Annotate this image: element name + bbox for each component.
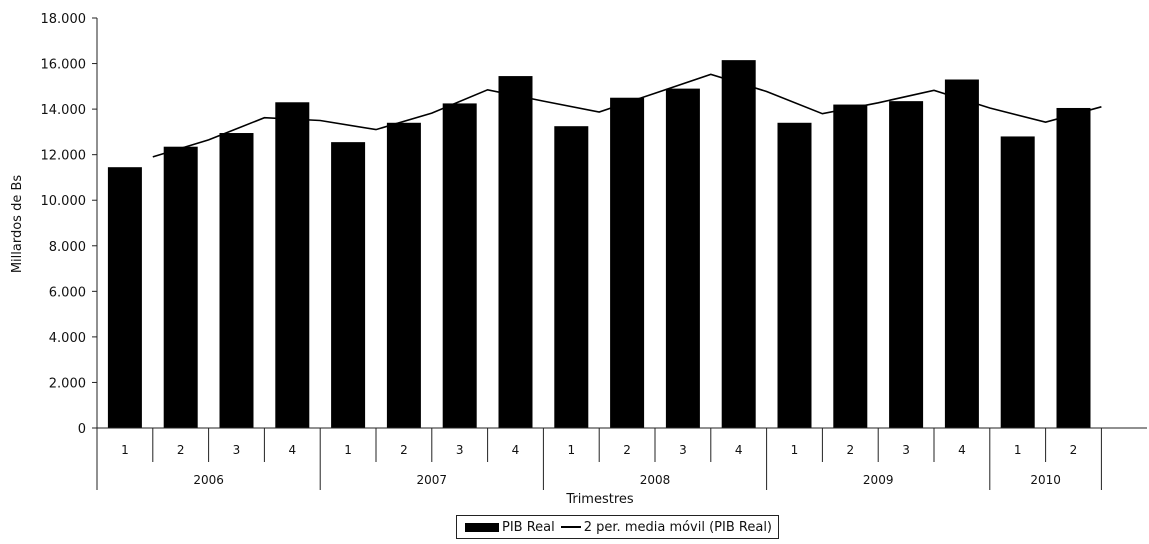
bar-pib-real (889, 101, 924, 428)
bar-pib-real (1000, 136, 1035, 428)
bars (107, 60, 1091, 429)
bar-pib-real (777, 122, 812, 429)
legend-bar-label: PIB Real (502, 519, 555, 535)
bar-pib-real (498, 76, 533, 428)
y-tick-label: 8.000 (49, 240, 86, 255)
bar-pib-real (107, 167, 142, 428)
x-tick-label-quarter: 1 (791, 443, 799, 457)
moving-average-line (152, 73, 1102, 158)
x-tick-label-year: 2010 (1030, 473, 1061, 487)
bar-pib-real (275, 102, 310, 429)
x-tick-label-quarter: 4 (735, 443, 743, 457)
y-axis: 0 2.000 4.000 6.000 8.000 10.000 12.000 14.000 1… (41, 12, 98, 437)
y-tick-label: 4.000 (49, 331, 86, 346)
x-tick-label-quarter: 1 (121, 443, 129, 457)
bar-pib-real (944, 79, 979, 428)
x-tick-label-quarter: 4 (512, 443, 520, 457)
bar-pib-real (554, 126, 589, 428)
bar-pib-real (665, 88, 700, 428)
x-tick-label-quarter: 2 (1070, 443, 1078, 457)
x-tick-label-year: 2006 (193, 473, 224, 487)
y-tick-label: 2.000 (49, 376, 86, 391)
moving-average-series-line (152, 73, 1102, 158)
x-tick-label-quarter: 4 (288, 443, 296, 457)
legend-line-label: 2 per. media móvil (PIB Real) (583, 519, 773, 535)
y-tick-label: 10.000 (41, 194, 87, 209)
bar-pib-real (331, 142, 366, 428)
legend-bar-swatch (465, 522, 499, 532)
x-tick-label-quarter: 2 (400, 443, 408, 457)
x-tick-label-quarter: 3 (679, 443, 687, 457)
x-axis: 1 2 3 4 2006 1 2 3 4 2007 1 2 3 4 2008 1 2 3 4 2009 1 2 2010 (96, 427, 1147, 490)
bar-pib-real (1056, 107, 1091, 428)
bar-pib-real (442, 103, 477, 429)
x-tick-label-year: 2009 (863, 473, 894, 487)
bar-pib-real (219, 133, 254, 428)
x-tick-label-quarter: 3 (233, 443, 241, 457)
x-axis-label: Trimestres (565, 492, 634, 507)
x-tick-label-quarter: 2 (846, 443, 854, 457)
bar-pib-real (833, 104, 868, 429)
x-tick-label-quarter: 1 (1014, 443, 1022, 457)
bar-pib-real (386, 122, 421, 429)
legend: PIB Real 2 per. media móvil (PIB Real) (456, 515, 780, 539)
legend-line-swatch (560, 526, 581, 528)
y-tick-label: 14.000 (41, 103, 87, 118)
x-tick-label-quarter: 2 (177, 443, 185, 457)
y-tick-label: 12.000 (41, 149, 87, 164)
y-axis-label: Millardos de Bs (10, 175, 25, 274)
bar-pib-real (610, 97, 645, 428)
bar-pib-real (721, 60, 756, 429)
y-tick-label: 18.000 (41, 12, 87, 27)
x-tick-label-quarter: 1 (567, 443, 575, 457)
x-tick-label-quarter: 1 (344, 443, 352, 457)
x-tick-label-quarter: 4 (958, 443, 966, 457)
y-tick-label: 0 (78, 422, 86, 437)
x-tick-label-quarter: 2 (623, 443, 631, 457)
y-tick-label: 6.000 (49, 285, 86, 300)
y-tick-label: 16.000 (41, 58, 87, 73)
x-tick-label-year: 2007 (417, 473, 448, 487)
x-tick-label-quarter: 3 (456, 443, 464, 457)
bar-pib-real (163, 146, 198, 428)
x-tick-label-year: 2008 (640, 473, 671, 487)
x-tick-label-quarter: 3 (902, 443, 910, 457)
